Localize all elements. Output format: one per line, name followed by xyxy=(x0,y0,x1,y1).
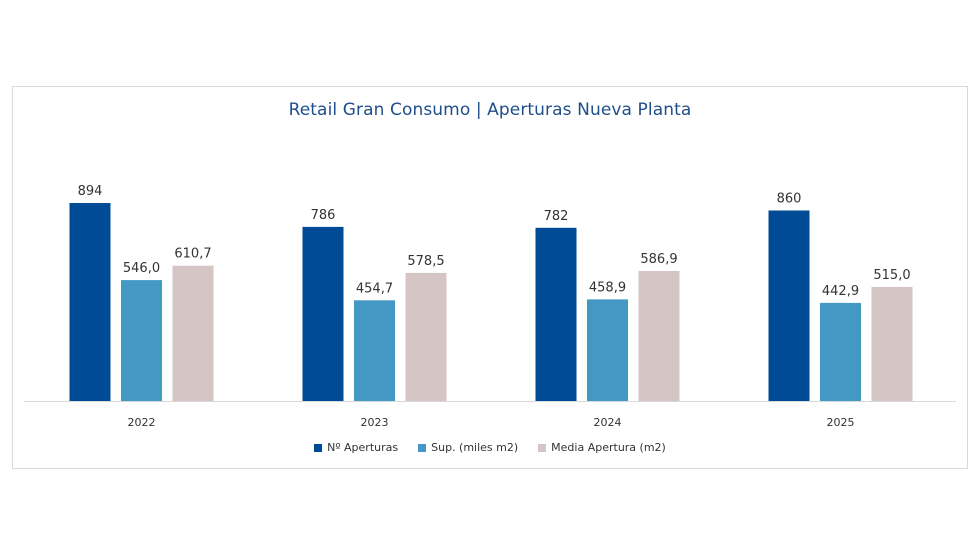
legend: Nº Aperturas Sup. (miles m2) Media Apert… xyxy=(0,441,980,454)
legend-label-aperturas: Nº Aperturas xyxy=(327,441,399,454)
legend-item-media: Media Apertura (m2) xyxy=(538,441,666,454)
legend-label-superficie: Sup. (miles m2) xyxy=(431,441,519,454)
data-label-2023-series-1: 454,7 xyxy=(356,281,393,296)
bar-2025-series-2 xyxy=(871,286,913,401)
data-label-2024-series-0: 782 xyxy=(544,209,569,224)
data-label-2024-series-2: 586,9 xyxy=(640,252,677,267)
bar-2024-series-1 xyxy=(587,299,628,401)
bar-2023-series-2 xyxy=(405,272,447,401)
bar-2023-series-1 xyxy=(354,300,395,401)
legend-item-superficie: Sup. (miles m2) xyxy=(418,441,518,454)
data-label-2024-series-1: 458,9 xyxy=(589,280,626,295)
bar-2023-series-0 xyxy=(302,226,344,401)
data-label-2025-series-2: 515,0 xyxy=(873,268,910,283)
bar-2022-series-0 xyxy=(69,203,111,401)
legend-label-media: Media Apertura (m2) xyxy=(551,441,666,454)
legend-item-aperturas: Nº Aperturas xyxy=(314,441,398,454)
bar-2022-series-1 xyxy=(121,280,162,401)
bar-2024-series-0 xyxy=(535,227,577,401)
chart-title: Retail Gran Consumo | Aperturas Nueva Pl… xyxy=(288,100,692,120)
data-label-2022-series-1: 546,0 xyxy=(123,261,160,276)
data-label-2023-series-2: 578,5 xyxy=(407,254,444,269)
data-label-2025-series-0: 860 xyxy=(777,192,802,207)
x-tick-label-2024: 2024 xyxy=(594,416,622,429)
legend-swatch-aperturas xyxy=(314,443,323,452)
bar-2022-series-2 xyxy=(172,265,214,401)
x-tick-label-2025: 2025 xyxy=(827,416,855,429)
bar-2025-series-1 xyxy=(820,302,861,401)
legend-swatch-superficie xyxy=(418,443,427,452)
data-label-2022-series-2: 610,7 xyxy=(174,247,211,262)
data-label-2022-series-0: 894 xyxy=(78,184,103,199)
x-tick-label-2022: 2022 xyxy=(128,416,156,429)
data-label-2023-series-0: 786 xyxy=(311,208,336,223)
legend-swatch-media xyxy=(538,443,547,452)
data-label-2025-series-1: 442,9 xyxy=(822,284,859,299)
x-tick-label-2023: 2023 xyxy=(361,416,389,429)
bar-2025-series-0 xyxy=(768,210,810,401)
bar-2024-series-2 xyxy=(638,271,680,401)
